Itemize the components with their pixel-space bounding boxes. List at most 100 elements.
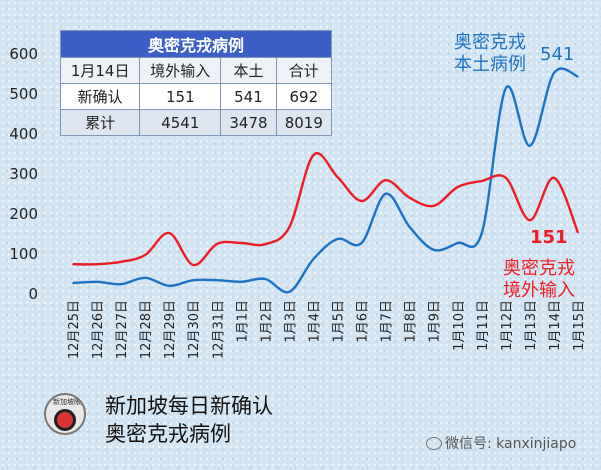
x-tick-label: 1月4日 [307,300,322,343]
data-point [288,226,291,228]
local-value-label: 541 [540,44,575,65]
table-cell: 新确认 [59,83,141,110]
table-cell: 4541 [139,109,222,136]
series-line-imported [72,152,580,267]
summary-table: 奥密克戎病例 1月14日 境外输入 本土 合计 新确认 151 541 692 … [59,30,333,136]
y-tick-label: 500 [9,85,38,103]
x-tick-label: 1月15日 [572,300,587,351]
table-row: 新确认 151 541 692 [59,83,333,110]
data-point [408,226,411,228]
series-lines [72,67,580,294]
x-axis: 12月25日 12月26日 12月27日 12月28日 12月29日 12月30日 12月3… [67,300,587,359]
data-point [360,200,363,202]
data-point [168,285,170,287]
logo-text: 新加坡眼 [53,398,81,406]
x-tick-label: 12月26日 [91,300,106,359]
table-cell: 3478 [220,109,277,136]
import-value-label: 151 [530,227,568,248]
local-series-label-line2: 本土病例 [454,54,526,75]
table-cell: 692 [275,83,333,110]
x-tick-label: 1月9日 [428,300,443,343]
x-tick-label: 12月25日 [67,300,82,359]
wechat-id-text: 微信号: kanxinjiapo [445,436,577,452]
local-series-label: 奥密克戎 本土病例 [454,32,526,76]
x-tick-label: 1月12日 [500,300,515,351]
footer-line1: 新加坡每日新确认 [105,394,273,418]
data-point [168,232,170,234]
x-tick-label: 1月3日 [283,300,298,343]
data-point [96,263,98,266]
table-row: 累计 4541 3478 8019 [59,109,333,136]
table-title: 奥密克戎病例 [60,30,332,58]
x-tick-label: 1月5日 [332,300,347,343]
data-point [120,283,122,286]
table-header-cell: 境外输入 [139,57,222,84]
x-tick-label: 1月8日 [404,300,419,343]
data-point [553,72,555,74]
table-cell: 累计 [59,109,141,136]
x-tick-label: 1月7日 [380,300,395,343]
x-tick-label: 12月28日 [139,300,154,359]
x-tick-label: 12月27日 [115,300,130,359]
import-series-label-line1: 奥密克戎 [503,258,575,279]
data-point [456,186,459,188]
data-point [240,281,243,283]
y-axis: 0 100 200 300 400 500 600 [9,45,38,303]
x-tick-label: 1月2日 [259,300,274,343]
footer-caption: 新加坡每日新确认 奥密克戎病例 [105,392,273,448]
data-point [529,145,531,147]
table-cell: 8019 [275,109,333,136]
wechat-icon [426,437,442,450]
data-point [240,242,243,244]
data-point [72,282,74,284]
data-point [408,197,411,199]
data-point [529,219,531,221]
data-point [553,177,555,179]
data-point [336,176,339,178]
data-point [432,249,435,251]
eye-icon [54,409,76,431]
data-point [144,277,146,279]
data-point [216,279,219,282]
data-point [481,180,483,182]
local-series-label-line1: 奥密克戎 [454,32,526,53]
wechat-id: 微信号: kanxinjiapo [426,433,576,453]
data-point [432,205,435,207]
x-tick-label: 12月30日 [187,300,202,359]
data-point [216,243,219,245]
table-cell: 541 [220,83,277,110]
x-tick-label: 12月29日 [163,300,178,359]
table-cell: 151 [139,83,222,110]
brand-logo: 新加坡眼 [44,393,86,435]
x-tick-label: 1月6日 [356,300,371,343]
data-point [144,254,146,256]
table-header-cell: 合计 [275,57,333,84]
x-tick-label: 1月1日 [235,300,250,343]
data-point [384,179,387,181]
y-tick-label: 300 [9,165,38,183]
data-point [577,231,579,234]
data-point [577,75,579,78]
data-point [312,154,315,156]
import-series-label-line2: 境外输入 [503,280,575,301]
y-tick-label: 0 [28,285,38,303]
table-header-row: 1月14日 境外输入 本土 合计 [59,57,333,84]
import-series-label: 奥密克戎 境外输入 [503,258,575,302]
x-tick-label: 12月31日 [211,300,226,359]
data-point [360,242,363,244]
data-point [120,261,122,263]
data-point [456,242,459,244]
data-point [481,232,483,234]
data-point [288,291,291,293]
table-header-cell: 1月14日 [59,57,141,84]
data-point [192,279,195,282]
x-tick-label: 1月14日 [548,300,563,351]
data-point [384,193,387,195]
data-point [505,87,507,89]
y-tick-label: 600 [9,45,38,63]
y-tick-label: 400 [9,125,38,143]
data-point [336,238,339,240]
y-tick-label: 200 [9,205,38,223]
data-point [264,278,267,280]
